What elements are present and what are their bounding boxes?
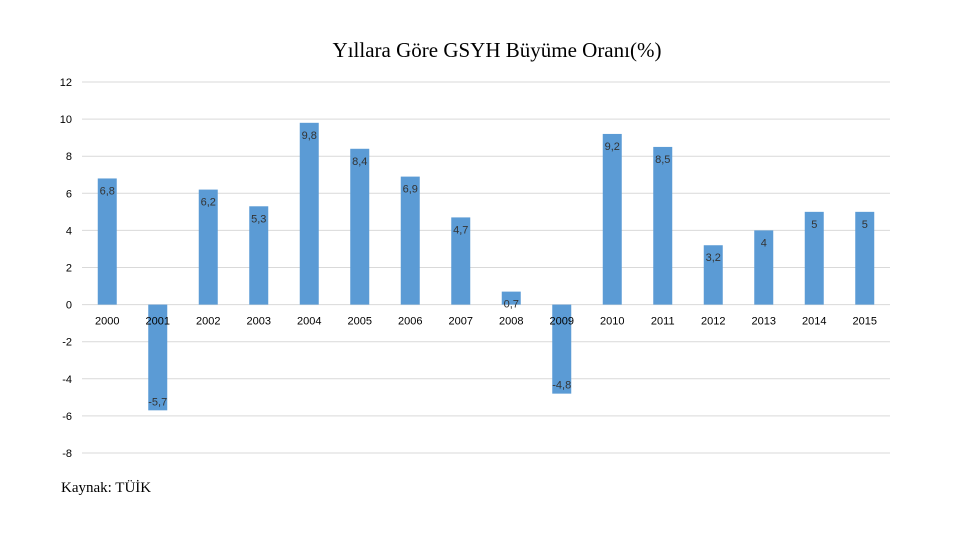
bar (350, 148, 370, 305)
data-label: 6,2 (201, 197, 216, 209)
bar (804, 211, 824, 305)
x-tick-label: 2006 (398, 316, 422, 328)
x-axis-ticks: 2000 2001 2002 2003 2004 2005 2006 2007 2008 2009… (95, 316, 877, 328)
x-tick-label: 2001 (146, 316, 170, 328)
y-tick-label: 0 (66, 300, 72, 312)
data-label: 4,7 (453, 224, 468, 236)
x-tick-label: 2003 (247, 316, 271, 328)
x-tick-label: 2009 (550, 316, 574, 328)
x-tick-label: 2007 (449, 316, 473, 328)
bar (97, 178, 117, 305)
y-tick-label: -8 (62, 448, 72, 460)
bar (198, 189, 218, 305)
bar (400, 176, 420, 305)
bar (602, 133, 622, 305)
x-tick-label: 2014 (802, 316, 826, 328)
bars (97, 122, 875, 411)
data-label: 0,7 (504, 299, 519, 311)
y-axis-ticks: -8 -6 -4 -2 0 2 4 6 8 10 12 (60, 77, 72, 460)
y-tick-label: 6 (66, 188, 72, 200)
y-tick-label: 2 (66, 263, 72, 275)
data-label: 9,2 (605, 141, 620, 153)
x-tick-label: 2002 (196, 316, 220, 328)
bar (754, 230, 774, 305)
x-tick-label: 2000 (95, 316, 119, 328)
y-tick-label: -4 (62, 374, 72, 386)
data-label: 5 (862, 219, 868, 231)
data-label: 6,9 (403, 184, 418, 196)
y-tick-label: 4 (66, 225, 72, 237)
data-label: 9,8 (302, 130, 317, 142)
y-tick-label: 10 (60, 114, 72, 126)
chart-title: Yıllara Göre GSYH Büyüme Oranı(%) (332, 38, 662, 62)
x-tick-label: 2015 (853, 316, 877, 328)
x-tick-label: 2005 (348, 316, 372, 328)
bar (249, 206, 269, 305)
source-note: Kaynak: TÜİK (61, 480, 152, 496)
x-tick-label: 2008 (499, 316, 523, 328)
x-tick-label: 2010 (600, 316, 624, 328)
x-tick-label: 2004 (297, 316, 321, 328)
bar (552, 304, 572, 394)
y-tick-label: -2 (62, 337, 72, 349)
data-label: -5,7 (148, 396, 167, 408)
y-tick-label: 12 (60, 77, 72, 89)
x-tick-label: 2013 (752, 316, 776, 328)
data-label: 5 (811, 219, 817, 231)
x-tick-label: 2012 (701, 316, 725, 328)
bar (703, 245, 723, 305)
y-tick-label: 8 (66, 151, 72, 163)
x-tick-label: 2011 (651, 316, 675, 328)
bar (451, 217, 471, 305)
data-label: 8,4 (352, 156, 367, 168)
bar (148, 304, 168, 411)
data-labels: 6,8 -5,7 6,2 5,3 9,8 8,4 6,9 4,7 0,7 -4,8 9,2 8,5 3,… (100, 130, 868, 409)
bar (653, 146, 673, 305)
data-label: 6,8 (100, 185, 115, 197)
bar (501, 291, 521, 305)
bar (855, 211, 875, 305)
data-label: 4 (761, 237, 767, 249)
y-tick-label: -6 (62, 411, 72, 423)
bar (299, 122, 319, 305)
data-label: 3,2 (706, 252, 721, 264)
data-label: 5,3 (251, 213, 266, 225)
data-label: 8,5 (655, 154, 670, 166)
data-label: -4,8 (552, 380, 571, 392)
